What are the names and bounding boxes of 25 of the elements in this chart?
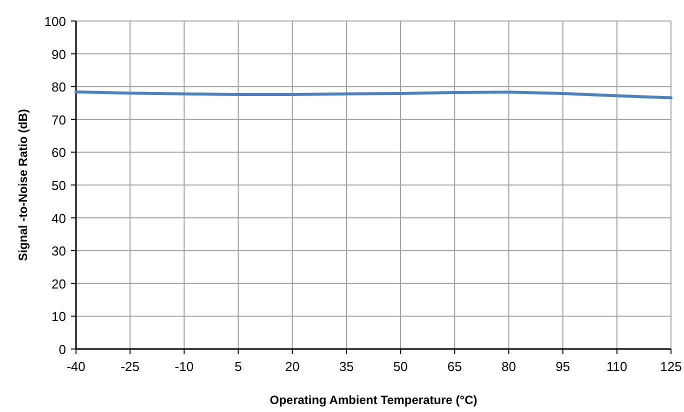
y-tick-label: 40: [52, 210, 66, 226]
y-tick-label: 50: [52, 178, 66, 193]
y-tick-label: 70: [52, 112, 66, 128]
x-tick-label: 65: [447, 359, 462, 374]
x-tick-label: 50: [393, 359, 408, 374]
x-tick-label: 125: [660, 359, 682, 374]
y-tick-label: 100: [44, 14, 66, 29]
x-tick-label: 95: [556, 359, 570, 374]
x-tick-label: -10: [174, 359, 194, 374]
x-tick-label: 5: [234, 359, 242, 374]
y-tick-label: 10: [52, 309, 66, 324]
x-tick-label: -25: [120, 359, 140, 374]
x-tick-label: 20: [285, 359, 300, 374]
x-tick-label: 80: [501, 359, 516, 374]
y-tick-label: 30: [52, 244, 66, 259]
y-tick-label: 90: [52, 46, 66, 62]
y-axis-title: Signal -to-Noise Ratio (dB): [16, 109, 30, 261]
x-tick-label: -40: [66, 359, 86, 374]
y-tick-label: 60: [52, 145, 66, 160]
x-tick-label: 35: [339, 359, 354, 374]
x-axis-title: Operating Ambient Temperature (°C): [270, 393, 478, 407]
y-tick-label: 80: [52, 80, 66, 95]
y-tick-label: 20: [52, 276, 66, 292]
y-tick-label: 0: [58, 342, 66, 357]
x-tick-label: 110: [606, 359, 628, 374]
